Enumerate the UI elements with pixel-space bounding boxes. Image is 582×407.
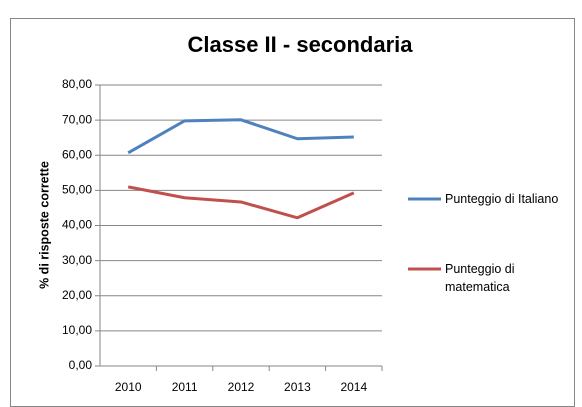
y-tick-label: 80,00 [62, 77, 92, 91]
legend-label: Punteggio di matematica [445, 262, 515, 294]
chart-title: Classe II - secondaria [188, 32, 414, 57]
chart-frame [10, 18, 575, 407]
y-tick-label: 0,00 [69, 358, 93, 372]
y-tick-label: 60,00 [62, 147, 92, 161]
y-tick-label: 70,00 [62, 112, 92, 126]
y-tick-label: 20,00 [62, 288, 92, 302]
y-tick-label: 40,00 [62, 218, 92, 232]
x-tick-label: 2013 [284, 380, 311, 394]
y-tick-label: 50,00 [62, 183, 92, 197]
legend-label: Punteggio di Italiano [445, 192, 559, 206]
series-line [127, 185, 355, 220]
y-tick-label: 30,00 [62, 253, 92, 267]
x-tick-label: 2011 [172, 380, 198, 394]
y-tick-label: 10,00 [62, 323, 92, 337]
series-line [127, 118, 354, 155]
x-tick-label: 2012 [228, 380, 255, 394]
x-tick-label: 2014 [340, 380, 367, 394]
x-tick-label: 2010 [115, 380, 142, 394]
y-axis-label: % di risposte corrette [37, 161, 51, 289]
